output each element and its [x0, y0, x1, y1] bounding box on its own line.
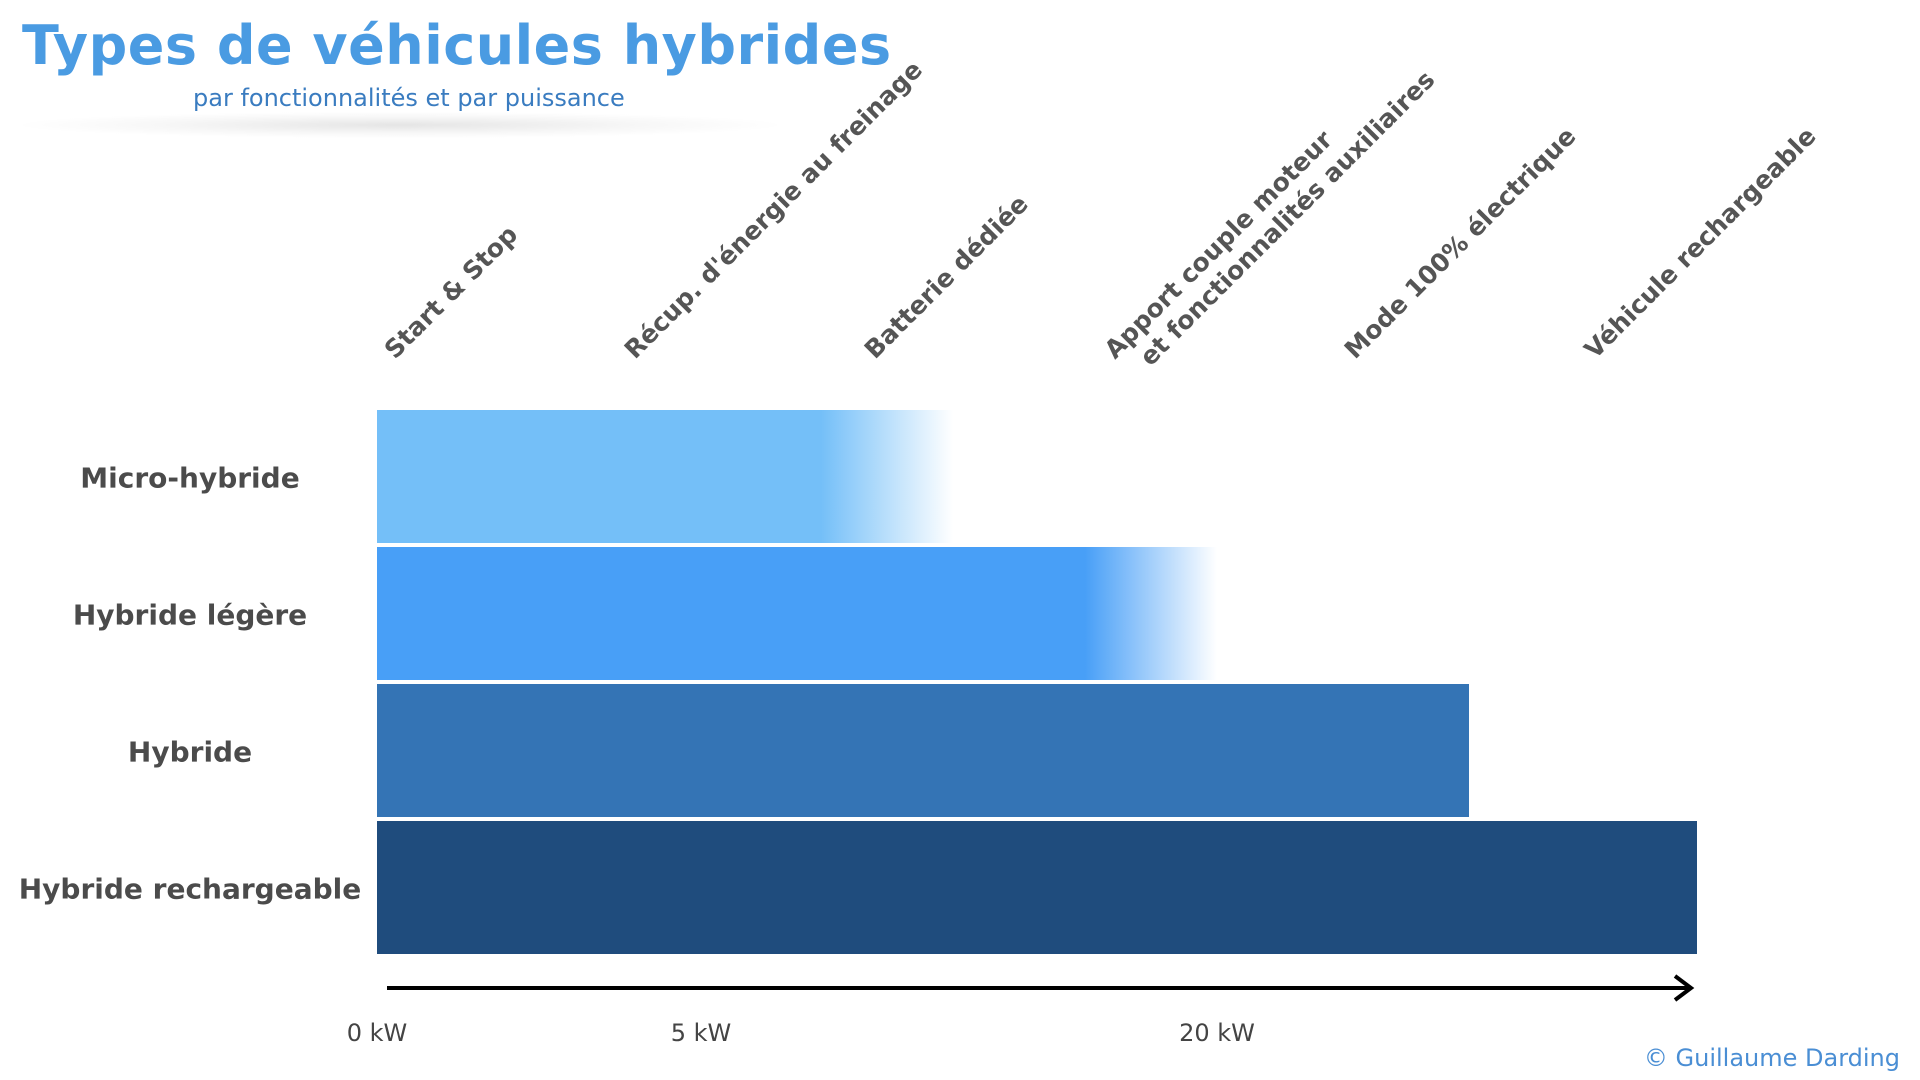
x-tick-label: 0 kW: [347, 1019, 408, 1047]
feature-label: Start & Stop: [379, 220, 523, 364]
axis-arrow-head: [1673, 974, 1695, 1002]
category-label: Hybride rechargeable: [19, 873, 362, 906]
x-tick-label: 20 kW: [1179, 1019, 1255, 1047]
feature-label: Récup. d'énergie au freinage: [619, 55, 928, 364]
feature-label: Mode 100% électrique: [1339, 121, 1582, 364]
bar-1: [377, 410, 953, 543]
feature-label: Batterie dédiée: [859, 189, 1034, 364]
category-label: Hybride légère: [73, 599, 307, 632]
bar-3: [377, 684, 1469, 817]
bar-4: [377, 821, 1697, 954]
x-tick-label: 5 kW: [671, 1019, 732, 1047]
chart-subtitle: par fonctionnalités et par puissance: [193, 84, 625, 112]
bar-2: [377, 547, 1217, 680]
copyright-credit: © Guillaume Darding: [1643, 1044, 1900, 1072]
chart-title: Types de véhicules hybrides: [22, 14, 892, 77]
category-label: Hybride: [128, 736, 252, 769]
category-label: Micro-hybride: [80, 462, 299, 495]
title-shadow: [20, 112, 780, 138]
feature-label: Véhicule rechargeable: [1579, 121, 1822, 364]
